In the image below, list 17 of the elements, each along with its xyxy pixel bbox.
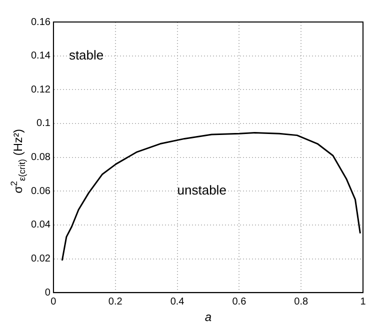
y-tick-label: 0: [44, 287, 51, 298]
x-axis-title: a: [204, 310, 212, 324]
y-tick-label: 0.02: [30, 254, 51, 265]
x-tick-label: 0.6: [232, 296, 247, 308]
x-tick-label: 1: [360, 296, 366, 308]
y-tick-label: 0.14: [30, 50, 51, 62]
y-tick-label: 0.04: [30, 220, 51, 231]
y-tick-label: 0.16: [30, 16, 51, 28]
x-tick-label: 0.4: [170, 296, 185, 308]
y-tick-label: 0.06: [30, 186, 51, 197]
x-tick-label: 0.8: [294, 296, 308, 308]
y-tick-label: 0.08: [30, 152, 51, 164]
annotation: stable: [68, 47, 104, 62]
y-tick-label: 0.1: [36, 118, 51, 130]
annotation: unstable: [177, 182, 226, 198]
y-tick-label: 0.12: [30, 84, 51, 96]
x-tick-label: 0.2: [108, 296, 123, 308]
